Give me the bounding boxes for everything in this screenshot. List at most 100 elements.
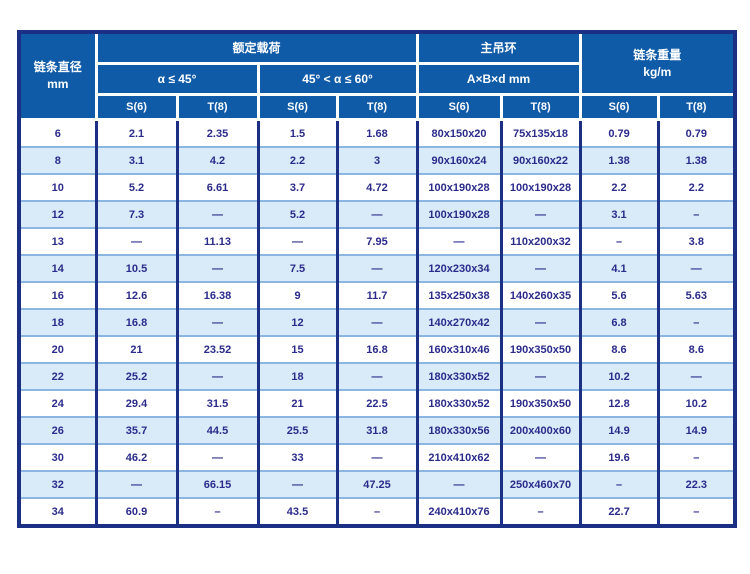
value-cell: 9 bbox=[256, 281, 339, 310]
value-cell: — bbox=[656, 362, 737, 391]
value-cell: 210x410x62 bbox=[415, 443, 503, 472]
value-cell: — bbox=[94, 227, 179, 256]
table-row: 18 16.8—12—140x270x42—6.8– bbox=[17, 308, 737, 337]
value-cell: — bbox=[415, 227, 503, 256]
header-chain-diameter-label: 链条直径 bbox=[33, 60, 82, 75]
value-cell: 16.38 bbox=[175, 281, 260, 310]
header-row-3: S(6) T(8) S(6) T(8) S(6) T(8) S(6) T(8) bbox=[19, 93, 737, 121]
value-cell: 180x330x52 bbox=[415, 389, 503, 418]
value-cell: — bbox=[175, 200, 260, 229]
table-row: 16 12.6 16.38 9 11.7 135x250x38 140x260x35 5.6 5… bbox=[17, 281, 737, 310]
value-cell: 0.79 bbox=[656, 118, 737, 148]
header-row-2: α ≤ 45° 45° < α ≤ 60° A×B×d mm bbox=[19, 62, 735, 96]
value-cell: — bbox=[499, 200, 582, 229]
value-cell: 8.6 bbox=[656, 335, 737, 364]
value-cell: 10.5 bbox=[94, 254, 179, 283]
value-cell: 29.4 bbox=[94, 389, 179, 418]
value-cell: 4.72 bbox=[335, 173, 419, 202]
value-cell: 7.95 bbox=[335, 227, 419, 256]
value-cell: 25.2 bbox=[94, 362, 179, 391]
subheader-grade: S(6) bbox=[94, 93, 179, 121]
value-cell: 12.8 bbox=[578, 389, 660, 418]
value-cell: 16.8 bbox=[94, 308, 179, 337]
value-cell: 180x330x56 bbox=[415, 416, 503, 445]
value-cell: 75x135x18 bbox=[499, 118, 582, 148]
value-cell: 10.2 bbox=[578, 362, 660, 391]
table-row: 14 10.5—7.5—120x230x34—4.1— bbox=[17, 254, 737, 283]
diameter-cell: 30 bbox=[17, 443, 98, 472]
value-cell: 180x330x52 bbox=[415, 362, 503, 391]
table-row: 10 5.2 6.61 3.7 4.72 100x190x28 100x190x28 2.2 2… bbox=[17, 173, 737, 202]
value-cell: 2.2 bbox=[656, 173, 737, 202]
value-cell: 0.79 bbox=[578, 118, 660, 148]
diameter-cell: 18 bbox=[17, 308, 98, 337]
value-cell: 4.2 bbox=[175, 146, 260, 175]
value-cell: 90x160x22 bbox=[499, 146, 582, 175]
table-header: 链条直径 mm 额定载荷 主吊环 链条重量 kg/m α ≤ 45° 45° <… bbox=[17, 30, 737, 121]
header-row-1: 链条直径 mm 额定载荷 主吊环 链条重量 kg/m bbox=[17, 30, 737, 121]
value-cell: – bbox=[656, 200, 737, 229]
value-cell: 10.2 bbox=[656, 389, 737, 418]
value-cell: — bbox=[175, 443, 260, 472]
value-cell: — bbox=[499, 308, 582, 337]
value-cell: 66.15 bbox=[175, 470, 260, 499]
value-cell: 100x190x28 bbox=[499, 173, 582, 202]
table-row: 13—11.13—7.95—110x200x32–3.8 bbox=[17, 227, 737, 256]
header-main-ring: 主吊环 bbox=[415, 30, 582, 65]
header-chain-weight: 链条重量 kg/m bbox=[578, 30, 737, 96]
value-cell: 5.63 bbox=[656, 281, 737, 310]
value-cell: – bbox=[499, 497, 582, 527]
value-cell: — bbox=[656, 254, 737, 283]
subheader-grade: T(8) bbox=[499, 93, 582, 121]
value-cell: 140x270x42 bbox=[415, 308, 503, 337]
value-cell: – bbox=[578, 227, 660, 256]
value-cell: 100x190x28 bbox=[415, 200, 503, 229]
value-cell: 4.1 bbox=[578, 254, 660, 283]
value-cell: 22.3 bbox=[656, 470, 737, 499]
value-cell: 6.61 bbox=[175, 173, 260, 202]
diameter-cell: 14 bbox=[17, 254, 98, 283]
value-cell: 80x150x20 bbox=[415, 118, 503, 148]
value-cell: 14.9 bbox=[578, 416, 660, 445]
value-cell: 47.25 bbox=[335, 470, 419, 499]
value-cell: — bbox=[499, 443, 582, 472]
diameter-cell: 34 bbox=[17, 497, 98, 527]
table-row: 12 7.3—5.2—100x190x28—3.1– bbox=[17, 200, 737, 229]
value-cell: 3 bbox=[335, 146, 419, 175]
value-cell: — bbox=[499, 254, 582, 283]
value-cell: 3.8 bbox=[656, 227, 737, 256]
value-cell: 14.9 bbox=[656, 416, 737, 445]
value-cell: 140x260x35 bbox=[499, 281, 582, 310]
table-row: 34 60.9–43.5–240x410x76–22.7– bbox=[17, 497, 737, 527]
value-cell: 135x250x38 bbox=[415, 281, 503, 310]
subheader-grade: T(8) bbox=[335, 93, 419, 121]
diameter-cell: 26 bbox=[17, 416, 98, 445]
subheader-grade: S(6) bbox=[578, 93, 660, 121]
diameter-cell: 6 bbox=[17, 118, 98, 148]
value-cell: — bbox=[256, 470, 339, 499]
diameter-cell: 22 bbox=[17, 362, 98, 391]
diameter-cell: 8 bbox=[17, 146, 98, 175]
value-cell: – bbox=[175, 497, 260, 527]
value-cell: 2.2 bbox=[256, 146, 339, 175]
value-cell: – bbox=[656, 443, 737, 472]
value-cell: 43.5 bbox=[256, 497, 339, 527]
value-cell: 18 bbox=[256, 362, 339, 391]
subheader-grade: T(8) bbox=[656, 93, 737, 121]
value-cell: 190x350x50 bbox=[499, 389, 582, 418]
diameter-cell: 24 bbox=[17, 389, 98, 418]
value-cell: — bbox=[415, 470, 503, 499]
table-row: 20 21 23.52 15 16.8 160x310x46 190x350x50 8.6 8.… bbox=[17, 335, 737, 364]
value-cell: 5.2 bbox=[256, 200, 339, 229]
table-row: 22 25.2—18—180x330x52—10.2— bbox=[17, 362, 737, 391]
value-cell: 8.6 bbox=[578, 335, 660, 364]
value-cell: 25.5 bbox=[256, 416, 339, 445]
table-row: 30 46.2—33—210x410x62—19.6– bbox=[17, 443, 737, 472]
value-cell: — bbox=[499, 362, 582, 391]
value-cell: 1.38 bbox=[578, 146, 660, 175]
value-cell: – bbox=[656, 497, 737, 527]
value-cell: 12.6 bbox=[94, 281, 179, 310]
value-cell: 46.2 bbox=[94, 443, 179, 472]
diameter-cell: 20 bbox=[17, 335, 98, 364]
value-cell: — bbox=[335, 254, 419, 283]
